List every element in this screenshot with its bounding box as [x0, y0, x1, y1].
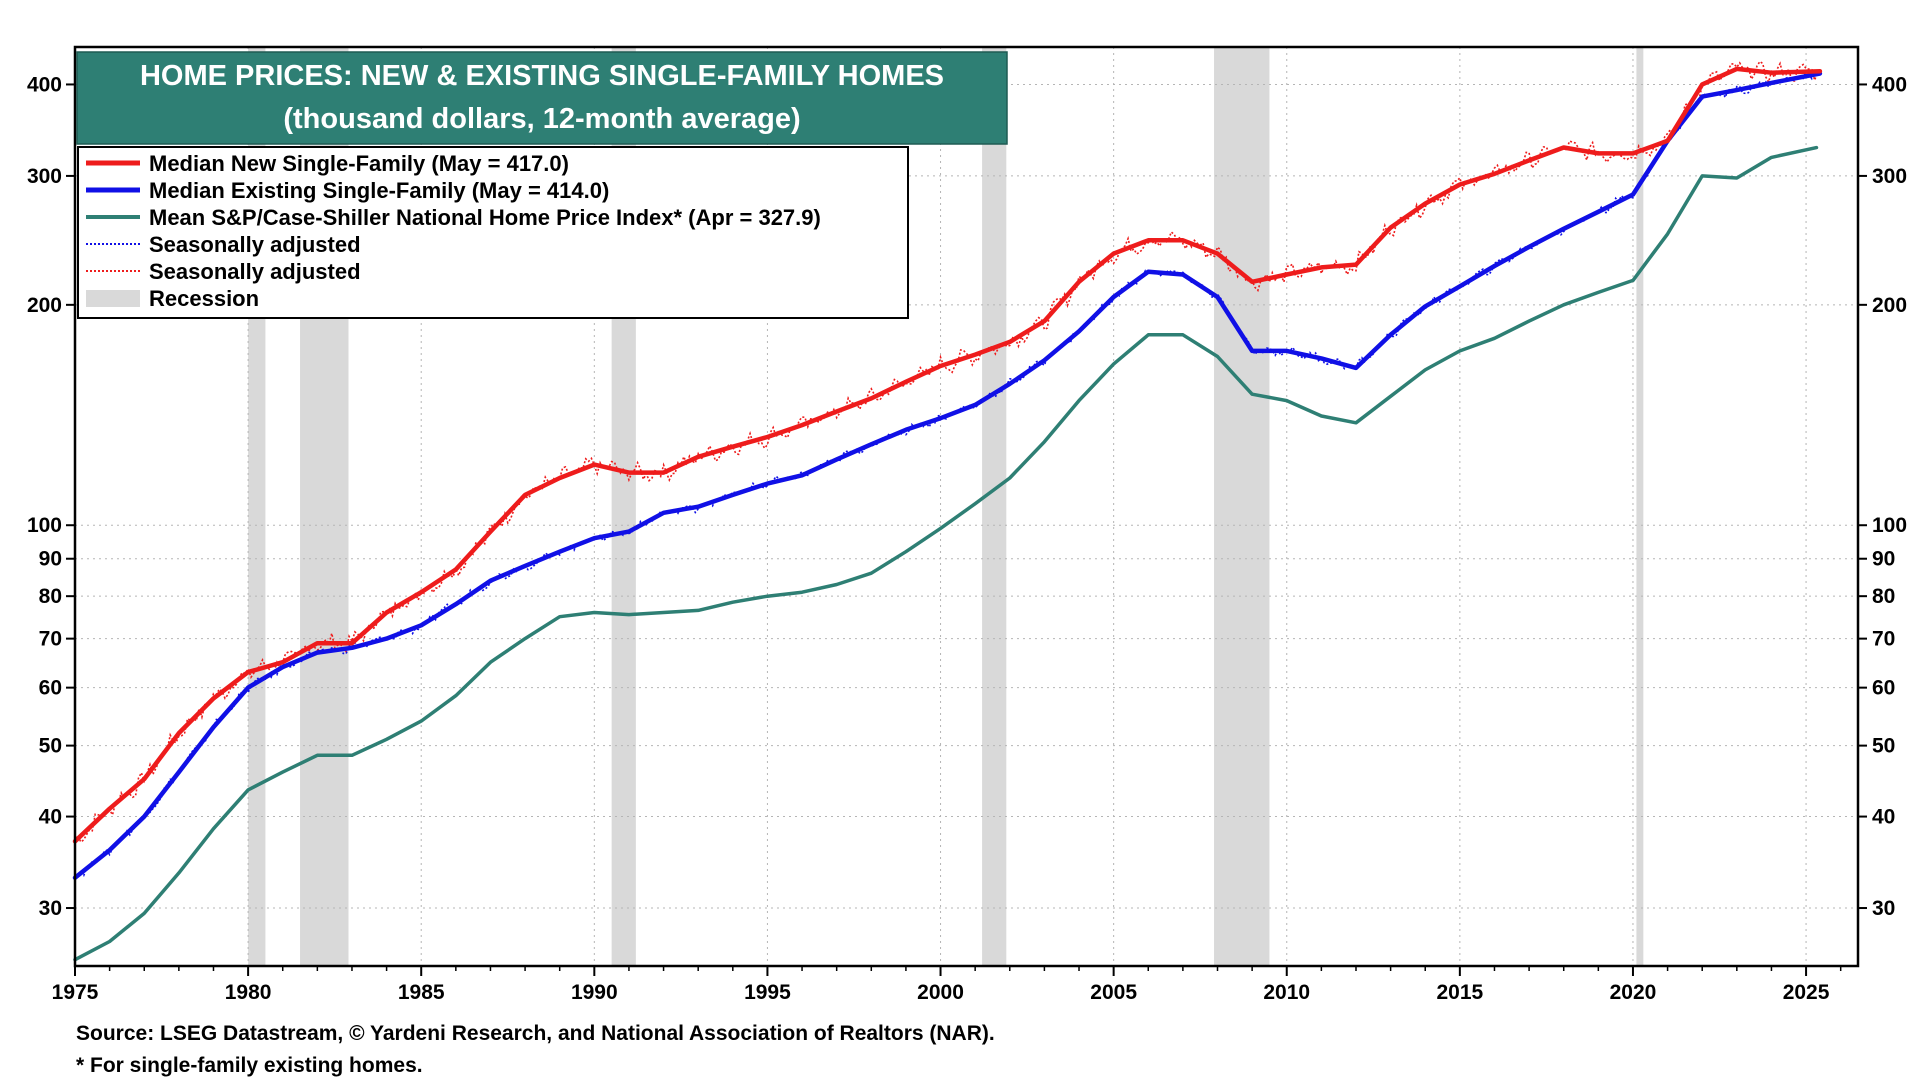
recession-layer: [248, 47, 1644, 966]
legend-background: [77, 146, 909, 319]
legend-label-sa-blue: Seasonally adjusted: [149, 232, 361, 257]
y-tick-label-left-7: 100: [27, 514, 62, 537]
y-tick-label-right-6: 90: [1872, 548, 1895, 571]
x-tick-label-10: 2025: [1783, 981, 1830, 1004]
x-tick-label-9: 2020: [1610, 981, 1657, 1004]
recession-band-4: [1214, 47, 1270, 966]
axis-layer: 30 30 40 40 50 50 60 60 70 70 80 80 90 90 100 100 200 200…: [27, 73, 1907, 1004]
y-tick-label-right-0: 30: [1872, 897, 1895, 920]
y-tick-label-right-9: 300: [1872, 165, 1907, 188]
x-tick-label-4: 1995: [744, 981, 791, 1004]
y-tick-label-right-10: 400: [1872, 73, 1907, 96]
y-tick-label-right-8: 200: [1872, 294, 1907, 317]
x-tick-label-1: 1980: [225, 981, 272, 1004]
y-tick-label-right-5: 80: [1872, 585, 1895, 608]
x-tick-label-8: 2015: [1436, 981, 1483, 1004]
y-tick-label-left-5: 80: [39, 585, 62, 608]
plot-frame: [73, 45, 1860, 968]
series-existing-homes: [72, 71, 1823, 880]
y-tick-label-left-9: 300: [27, 165, 62, 188]
title-box: HOME PRICES: NEW & EXISTING SINGLE-FAMIL…: [76, 51, 1008, 145]
x-tick-label-0: 1975: [52, 981, 99, 1004]
legend-label-existing: Median Existing Single-Family (May = 414…: [149, 178, 609, 203]
legend-label-recession: Recession: [149, 286, 259, 311]
x-tick-label-2: 1985: [398, 981, 445, 1004]
chart-subtitle: (thousand dollars, 12-month average): [283, 103, 800, 135]
y-tick-label-right-3: 60: [1872, 677, 1895, 700]
x-tick-label-7: 2010: [1263, 981, 1310, 1004]
y-tick-label-left-2: 50: [39, 735, 62, 758]
source-note: Source: LSEG Datastream, © Yardeni Resea…: [76, 1022, 995, 1045]
y-tick-label-left-8: 200: [27, 294, 62, 317]
x-tick-label-3: 1990: [571, 981, 618, 1004]
y-tick-label-left-6: 90: [39, 548, 62, 571]
y-tick-label-left-0: 30: [39, 897, 62, 920]
recession-band-3: [982, 47, 1007, 966]
series-new-homes: [72, 66, 1823, 844]
y-tick-label-left-4: 70: [39, 628, 62, 651]
y-tick-label-right-4: 70: [1872, 628, 1895, 651]
y-tick-label-right-2: 50: [1872, 735, 1895, 758]
series-layer: [72, 60, 1823, 962]
footnote: * For single-family existing homes.: [76, 1054, 423, 1077]
y-tick-label-left-3: 60: [39, 677, 62, 700]
legend-label-case-shiller: Mean S&P/Case-Shiller National Home Pric…: [149, 205, 821, 230]
recession-band-5: [1636, 47, 1644, 966]
chart-title: HOME PRICES: NEW & EXISTING SINGLE-FAMIL…: [140, 60, 944, 92]
x-tick-label-5: 2000: [917, 981, 964, 1004]
legend: Median New Single-Family (May = 417.0) M…: [77, 146, 909, 319]
legend-swatch-recession: [86, 290, 140, 307]
y-tick-label-right-1: 40: [1872, 806, 1895, 829]
title-background: [76, 51, 1008, 145]
y-tick-label-left-10: 400: [27, 73, 62, 96]
y-tick-label-left-1: 40: [39, 806, 62, 829]
x-tick-label-6: 2005: [1090, 981, 1137, 1004]
legend-label-sa-red: Seasonally adjusted: [149, 259, 361, 284]
legend-label-new: Median New Single-Family (May = 417.0): [149, 151, 569, 176]
y-tick-label-right-7: 100: [1872, 514, 1907, 537]
series-case-shiller: [73, 145, 1819, 962]
